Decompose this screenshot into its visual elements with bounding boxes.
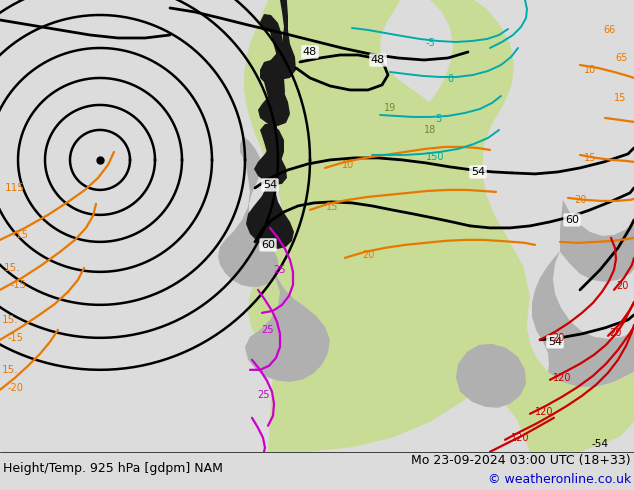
Text: 48: 48 bbox=[371, 55, 385, 65]
Text: 25: 25 bbox=[258, 390, 270, 400]
Text: -15: -15 bbox=[7, 333, 23, 343]
Polygon shape bbox=[254, 60, 287, 185]
Text: 18: 18 bbox=[424, 125, 436, 135]
Text: 5: 5 bbox=[435, 114, 441, 124]
Polygon shape bbox=[265, 0, 296, 80]
Text: 20: 20 bbox=[609, 328, 621, 338]
Text: 25: 25 bbox=[274, 265, 286, 275]
Text: 25: 25 bbox=[262, 325, 275, 335]
Polygon shape bbox=[246, 124, 294, 249]
Polygon shape bbox=[532, 251, 634, 387]
Polygon shape bbox=[456, 344, 526, 408]
Text: 15: 15 bbox=[584, 153, 596, 163]
Text: Height/Temp. 925 hPa [gdpm] NAM: Height/Temp. 925 hPa [gdpm] NAM bbox=[3, 463, 223, 475]
Text: 54: 54 bbox=[263, 180, 277, 190]
Text: 15.: 15. bbox=[2, 315, 18, 325]
Text: -20: -20 bbox=[7, 383, 23, 393]
Polygon shape bbox=[245, 262, 330, 382]
Text: 120: 120 bbox=[511, 433, 529, 443]
Text: 54: 54 bbox=[548, 337, 562, 347]
Text: 60: 60 bbox=[565, 215, 579, 225]
Text: © weatheronline.co.uk: © weatheronline.co.uk bbox=[488, 473, 631, 486]
Polygon shape bbox=[498, 312, 634, 452]
Polygon shape bbox=[560, 200, 634, 282]
Text: 15.: 15. bbox=[2, 365, 18, 375]
Text: 54: 54 bbox=[471, 167, 485, 177]
Text: 10: 10 bbox=[584, 65, 596, 75]
Text: 15: 15 bbox=[614, 93, 626, 103]
Text: -15: -15 bbox=[12, 230, 28, 240]
Text: 120: 120 bbox=[534, 407, 553, 417]
Text: 150: 150 bbox=[426, 152, 444, 162]
Polygon shape bbox=[244, 0, 530, 452]
Text: 20: 20 bbox=[362, 250, 374, 260]
Text: 0: 0 bbox=[447, 74, 453, 84]
Text: 10: 10 bbox=[342, 160, 354, 170]
Text: 48: 48 bbox=[303, 47, 317, 57]
Text: Mo 23-09-2024 03:00 UTC (18+33): Mo 23-09-2024 03:00 UTC (18+33) bbox=[411, 454, 631, 466]
Text: 66: 66 bbox=[604, 25, 616, 35]
Polygon shape bbox=[258, 14, 290, 126]
Text: 20: 20 bbox=[552, 333, 564, 343]
Text: 19: 19 bbox=[384, 103, 396, 113]
Text: 20: 20 bbox=[616, 281, 628, 291]
Text: 120: 120 bbox=[553, 373, 571, 383]
Polygon shape bbox=[218, 137, 278, 287]
Text: -5: -5 bbox=[425, 38, 435, 48]
Text: 60: 60 bbox=[261, 240, 275, 250]
Text: 115: 115 bbox=[5, 183, 25, 193]
Text: 65: 65 bbox=[616, 53, 628, 63]
Text: 15.: 15. bbox=[4, 263, 20, 273]
Text: -15: -15 bbox=[10, 280, 26, 290]
Text: -54: -54 bbox=[592, 439, 609, 449]
Text: 15: 15 bbox=[326, 202, 338, 212]
Text: 20: 20 bbox=[574, 195, 586, 205]
